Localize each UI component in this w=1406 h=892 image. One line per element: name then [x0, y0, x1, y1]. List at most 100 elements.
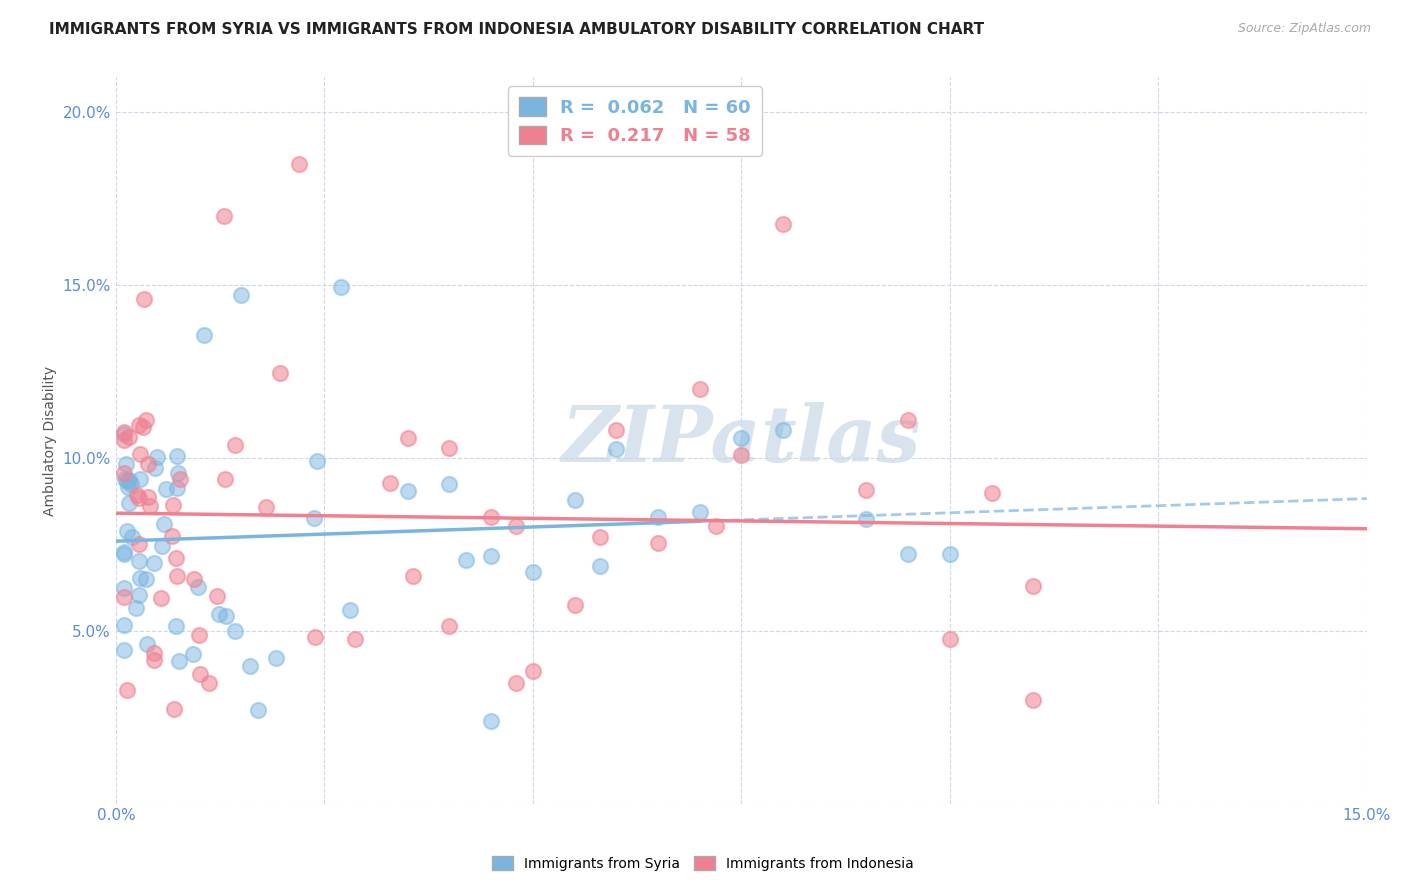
Point	[128, 537, 150, 551]
Point	[439, 441, 461, 455]
Point	[160, 529, 183, 543]
Point	[142, 556, 165, 570]
Point	[704, 519, 727, 533]
Point	[112, 433, 135, 447]
Point	[112, 591, 135, 605]
Point	[564, 493, 586, 508]
Point	[162, 498, 184, 512]
Point	[129, 472, 152, 486]
Point	[214, 472, 236, 486]
Point	[120, 477, 142, 491]
Point	[121, 530, 143, 544]
Legend: Immigrants from Syria, Immigrants from Indonesia: Immigrants from Syria, Immigrants from I…	[486, 850, 920, 876]
Point	[730, 448, 752, 462]
Point	[193, 327, 215, 342]
Point	[132, 420, 155, 434]
Point	[505, 675, 527, 690]
Point	[114, 472, 136, 486]
Text: ZIPatlas: ZIPatlas	[561, 402, 921, 479]
Point	[187, 580, 209, 594]
Point	[149, 591, 172, 606]
Point	[772, 217, 794, 231]
Point	[396, 483, 419, 498]
Point	[939, 547, 962, 561]
Point	[115, 457, 138, 471]
Point	[772, 423, 794, 437]
Point	[188, 667, 211, 681]
Point	[522, 664, 544, 678]
Point	[139, 499, 162, 513]
Point	[143, 653, 166, 667]
Point	[136, 457, 159, 471]
Point	[207, 607, 229, 622]
Point	[145, 450, 167, 465]
Point	[198, 675, 221, 690]
Point	[112, 427, 135, 442]
Point	[439, 619, 461, 633]
Point	[169, 472, 191, 486]
Point	[214, 209, 236, 223]
Point	[1022, 693, 1045, 707]
Point	[129, 571, 152, 585]
Point	[183, 572, 205, 586]
Point	[135, 413, 157, 427]
Point	[128, 554, 150, 568]
Point	[588, 558, 610, 573]
Point	[138, 490, 160, 504]
Point	[136, 636, 159, 650]
Point	[564, 598, 586, 612]
Point	[112, 643, 135, 657]
Point	[224, 624, 246, 639]
Point	[505, 518, 527, 533]
Point	[479, 714, 502, 728]
Point	[112, 466, 135, 480]
Point	[305, 453, 328, 467]
Point	[647, 510, 669, 524]
Point	[897, 413, 920, 427]
Point	[229, 288, 252, 302]
Point	[605, 424, 627, 438]
Point	[588, 530, 610, 544]
Point	[215, 608, 238, 623]
Point	[689, 505, 711, 519]
Point	[115, 683, 138, 698]
Point	[135, 572, 157, 586]
Point	[163, 702, 186, 716]
Point	[402, 569, 425, 583]
Point	[167, 654, 190, 668]
Point	[125, 488, 148, 502]
Point	[166, 481, 188, 495]
Point	[647, 536, 669, 550]
Text: Source: ZipAtlas.com: Source: ZipAtlas.com	[1237, 22, 1371, 36]
Point	[288, 157, 311, 171]
Point	[115, 474, 138, 488]
Point	[142, 646, 165, 660]
Point	[117, 480, 139, 494]
Point	[150, 539, 173, 553]
Point	[166, 569, 188, 583]
Point	[115, 524, 138, 538]
Point	[980, 486, 1002, 500]
Point	[897, 547, 920, 561]
Point	[339, 603, 361, 617]
Point	[188, 628, 211, 642]
Point	[128, 491, 150, 506]
Point	[224, 438, 246, 452]
Point	[112, 617, 135, 632]
Point	[269, 366, 291, 380]
Point	[128, 417, 150, 432]
Point	[264, 651, 287, 665]
Point	[129, 447, 152, 461]
Point	[165, 551, 187, 566]
Point	[605, 442, 627, 457]
Point	[125, 600, 148, 615]
Point	[522, 565, 544, 579]
Text: IMMIGRANTS FROM SYRIA VS IMMIGRANTS FROM INDONESIA AMBULATORY DISABILITY CORRELA: IMMIGRANTS FROM SYRIA VS IMMIGRANTS FROM…	[49, 22, 984, 37]
Point	[479, 549, 502, 564]
Point	[239, 658, 262, 673]
Point	[118, 430, 141, 444]
Point	[304, 511, 326, 525]
Point	[456, 553, 478, 567]
Point	[254, 500, 277, 515]
Point	[112, 582, 135, 596]
